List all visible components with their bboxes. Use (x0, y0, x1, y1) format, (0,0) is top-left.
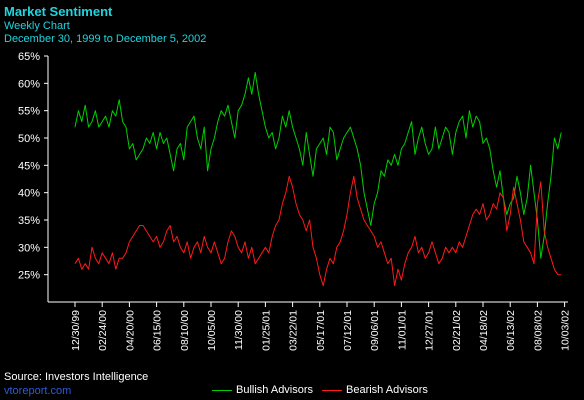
x-tick-label: 04/20/00 (124, 310, 136, 351)
y-tick-label: 50% (18, 133, 40, 145)
x-tick-label: 01/25/01 (260, 310, 272, 351)
y-tick-label: 35% (18, 215, 40, 227)
bearish-series-line (74, 175, 562, 287)
y-tick-label: 55% (18, 106, 40, 118)
x-tick-label: 02/21/02 (451, 310, 463, 351)
chart-title: Market Sentiment (4, 4, 113, 19)
site-link[interactable]: vtoreport.com (4, 385, 72, 397)
x-tick-label: 12/27/01 (424, 310, 436, 351)
chart-subtitle: Weekly Chart (4, 20, 70, 32)
legend-item-bullish: Bullish Advisors (212, 384, 313, 398)
x-tick-label: 11/30/00 (233, 310, 245, 350)
legend-swatch-bearish (322, 389, 342, 391)
x-tick-label: 10/05/00 (206, 310, 218, 351)
sentiment-line-chart: 25% 30% 35% 40% 45% 50% 55% 60% 65% 12/30/99 02/2… (18, 51, 572, 351)
x-tick-label: 02/24/00 (97, 310, 109, 351)
chart-axes (47, 56, 568, 303)
legend-item-bearish: Bearish Advisors (322, 384, 428, 398)
x-tick-label: 07/12/01 (342, 310, 354, 351)
x-tick-label: 03/22/01 (288, 310, 300, 351)
y-tick-label: 65% (18, 51, 40, 63)
legend-swatch-bullish (212, 389, 232, 391)
x-tick-label: 06/13/02 (505, 310, 517, 351)
x-tick-label: 05/17/01 (315, 310, 327, 351)
x-axis-ticks: 12/30/99 02/24/00 04/20/00 06/15/00 08/10/00… (70, 302, 572, 351)
y-tick-label: 60% (18, 78, 40, 90)
y-tick-label: 45% (18, 160, 40, 172)
legend-label-bearish: Bearish Advisors (346, 384, 428, 396)
y-tick-label: 30% (18, 242, 40, 254)
x-tick-label: 08/08/02 (532, 310, 544, 351)
source-note: Source: Investors Intelligence (4, 371, 149, 383)
x-tick-label: 04/18/02 (478, 310, 490, 351)
chart-date-range: December 30, 1999 to December 5, 2002 (4, 33, 207, 45)
y-axis-ticks: 25% 30% 35% 40% 45% 50% 55% 60% 65% (18, 51, 48, 282)
x-tick-label: 12/30/99 (70, 310, 82, 351)
bullish-series-line (74, 71, 562, 259)
y-tick-label: 40% (18, 188, 40, 200)
x-tick-label: 08/10/00 (179, 310, 191, 351)
y-tick-label: 25% (18, 270, 40, 282)
x-tick-label: 11/01/01 (396, 310, 408, 350)
x-tick-label: 06/15/00 (152, 310, 164, 351)
legend-label-bullish: Bullish Advisors (236, 384, 314, 396)
x-tick-label: 10/03/02 (560, 310, 572, 351)
x-tick-label: 09/06/01 (369, 310, 381, 351)
chart-series (74, 71, 562, 287)
